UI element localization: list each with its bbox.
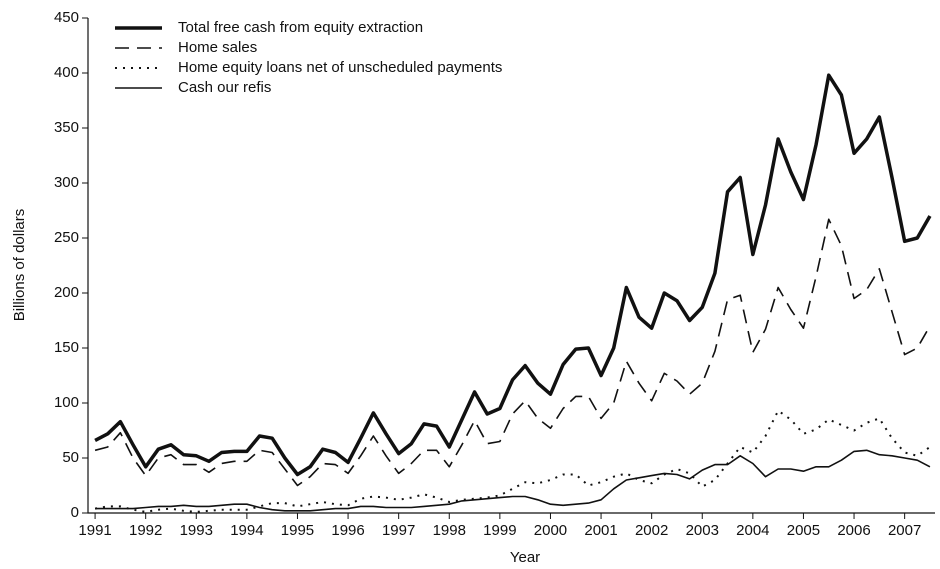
y-tick-label: 300 — [54, 174, 79, 191]
x-tick-label: 1992 — [129, 522, 162, 539]
y-tick-label: 150 — [54, 339, 79, 356]
y-tick-label: 450 — [54, 9, 79, 26]
series-line — [95, 449, 931, 512]
x-axis-label: Year — [510, 549, 540, 566]
x-tick-label: 1999 — [483, 522, 516, 539]
x-tick-label: 1998 — [433, 522, 466, 539]
y-axis-label: Billions of dollars — [11, 209, 28, 322]
x-tick-label: 1997 — [382, 522, 415, 539]
x-tick-label: 2001 — [584, 522, 617, 539]
legend-label: Total free cash from equity extraction — [178, 19, 423, 36]
legend-label: Cash our refis — [178, 79, 271, 96]
y-tick-label: 400 — [54, 64, 79, 81]
x-tick-label: 1991 — [78, 522, 111, 539]
x-tick-label: 1995 — [281, 522, 314, 539]
y-tick-label: 350 — [54, 119, 79, 136]
y-tick-label: 250 — [54, 229, 79, 246]
series-line — [94, 218, 931, 487]
x-tick-label: 1994 — [230, 522, 263, 539]
x-tick-label: 2000 — [534, 522, 567, 539]
y-tick-label: 200 — [54, 284, 79, 301]
y-tick-label: 50 — [62, 449, 79, 466]
x-tick-label: 2006 — [837, 522, 870, 539]
x-tick-label: 2007 — [888, 522, 921, 539]
x-tick-label: 1993 — [180, 522, 213, 539]
legend-label: Home sales — [178, 39, 257, 56]
x-tick-label: 2002 — [635, 522, 668, 539]
x-tick-label: 2005 — [787, 522, 820, 539]
y-tick-label: 100 — [54, 394, 79, 411]
series-line — [94, 73, 932, 477]
x-tick-label: 2003 — [686, 522, 719, 539]
legend-label: Home equity loans net of unscheduled pay… — [178, 59, 502, 76]
x-tick-label: 1996 — [331, 522, 364, 539]
y-tick-label: 0 — [71, 504, 79, 521]
x-tick-label: 2004 — [736, 522, 769, 539]
